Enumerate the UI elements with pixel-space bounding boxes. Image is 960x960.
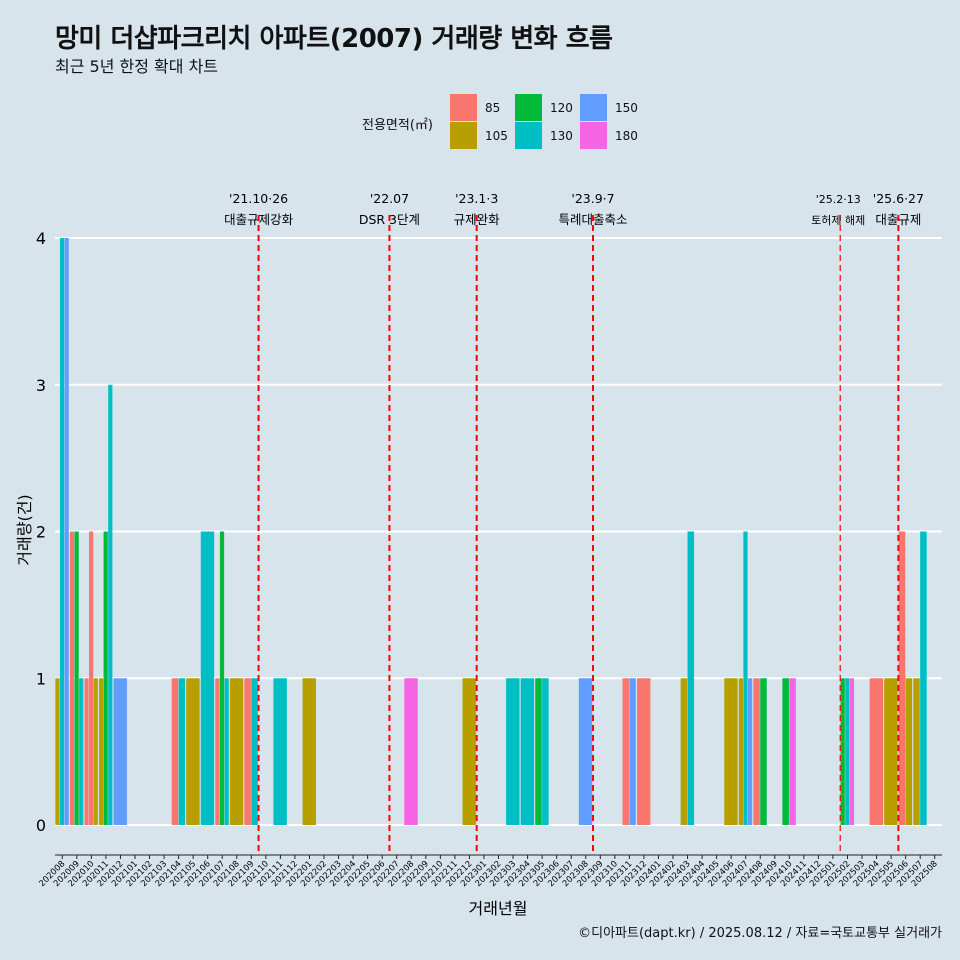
annotation-date: '25.6·27 (873, 191, 924, 206)
annotation-label: 토허제 해제 (811, 213, 865, 227)
bar-202410-180 (789, 678, 796, 825)
legend-key-120 (515, 94, 542, 121)
bar-202208-180 (404, 678, 418, 825)
bar-202502-120 (840, 678, 845, 825)
y-tick-label: 0 (36, 816, 46, 835)
legend-label-120: 120 (550, 101, 573, 115)
bar-202406-105 (724, 678, 738, 825)
bar-202403-130 (687, 531, 695, 825)
annotation-date: '23.9·7 (571, 191, 614, 206)
bar-202108-105 (229, 678, 244, 825)
bar-202107-120 (219, 531, 225, 825)
bar-202308-150 (578, 678, 593, 825)
bar-202107-85 (215, 678, 220, 825)
bar-202506-105 (905, 678, 913, 825)
bar-202009-85 (69, 531, 75, 825)
annotation-date: '23.1·3 (455, 191, 498, 206)
bar-202106-130 (200, 531, 215, 825)
bar-202504-85 (869, 678, 884, 825)
chart-subtitle: 최근 5년 한정 확대 차트 (55, 57, 219, 76)
legend-key-105 (450, 122, 477, 149)
bar-202107-130 (224, 678, 229, 825)
axis-layer: 0123420200820200920201020201120201220210… (36, 229, 942, 889)
legend-label-130: 130 (550, 129, 573, 143)
bar-202407-150 (747, 678, 753, 825)
annotation-date: '21.10·26 (229, 191, 288, 206)
legend-key-85 (450, 94, 477, 121)
annotation-label: 대출규제 (875, 212, 921, 227)
bar-202305-130 (542, 678, 549, 825)
bar-202502-130 (845, 678, 850, 825)
bar-202312-85 (637, 678, 651, 825)
legend-key-150 (580, 94, 607, 121)
legend-key-180 (580, 122, 607, 149)
bar-202009-130 (79, 678, 84, 825)
annotation-label: 규제완화 (454, 212, 501, 227)
bar-202305-120 (535, 678, 542, 825)
bar-202010-85 (89, 531, 94, 825)
bar-202010-85 (84, 678, 89, 825)
legend-label-150: 150 (615, 101, 638, 115)
bar-layer (55, 238, 927, 825)
bar-202201-105 (302, 678, 316, 825)
bar-202008-105 (55, 678, 60, 825)
bar-202011-120 (103, 531, 108, 825)
bar-202011-130 (108, 384, 113, 825)
annotation-label: 특례대출축소 (559, 212, 628, 227)
bar-202008-130 (59, 238, 65, 825)
bar-202408-120 (760, 678, 767, 825)
bar-202212-105 (462, 678, 476, 825)
annotation-date: '25.2·13 (816, 193, 861, 206)
bar-202009-120 (74, 531, 79, 825)
annotation-label: 대출규제강화 (224, 212, 294, 227)
legend-label-180: 180 (615, 129, 638, 143)
bar-202303-130 (506, 678, 520, 825)
bar-202408-85 (753, 678, 760, 825)
bar-202506-85 (898, 531, 906, 825)
chart-title: 망미 더샵파크리치 아파트(2007) 거래량 변화 흐름 (55, 24, 613, 54)
bar-202507-130 (920, 531, 927, 825)
bar-202407-130 (743, 531, 748, 825)
legend-title: 전용면적(㎡) (362, 118, 433, 133)
bar-202304-130 (520, 678, 535, 825)
bar-202407-105 (738, 678, 743, 825)
bar-202012-150 (113, 678, 127, 825)
bar-202403-105 (680, 678, 688, 825)
y-tick-label: 4 (36, 229, 46, 248)
legend-label-85: 85 (485, 101, 501, 115)
bar-202011-105 (98, 678, 104, 825)
x-axis-title: 거래년월 (469, 899, 528, 918)
bar-202111-130 (273, 678, 287, 825)
annotation-date: '22.07 (370, 191, 409, 206)
legend-label-105: 105 (485, 129, 508, 143)
y-axis-title: 거래량(건) (15, 494, 34, 565)
bar-202008-150 (64, 238, 69, 825)
bar-202104-85 (171, 678, 179, 825)
y-tick-label: 3 (36, 376, 46, 395)
bar-202104-130 (178, 678, 186, 825)
bar-202507-105 (913, 678, 920, 825)
legend-key-130 (515, 122, 542, 149)
bar-202311-150 (629, 678, 636, 825)
bar-202311-85 (622, 678, 629, 825)
bar-202010-105 (93, 678, 98, 825)
y-tick-label: 1 (36, 669, 46, 688)
bar-202105-105 (186, 678, 200, 825)
bar-202505-105 (884, 678, 898, 825)
source-caption: ©디아파트(dapt.kr) / 2025.08.12 / 자료=국토교통부 실… (578, 926, 942, 941)
bar-202109-85 (244, 678, 251, 825)
bar-202109-130 (251, 678, 258, 825)
y-tick-label: 2 (36, 523, 46, 542)
bar-202502-180 (849, 678, 854, 825)
annotation-label: DSR 3단계 (359, 212, 420, 227)
annotation-layer: '21.10·26 대출규제강화 '22.07 DSR 3단계 '23.1·3 규제완화 '… (224, 191, 924, 855)
bar-202410-120 (782, 678, 789, 825)
